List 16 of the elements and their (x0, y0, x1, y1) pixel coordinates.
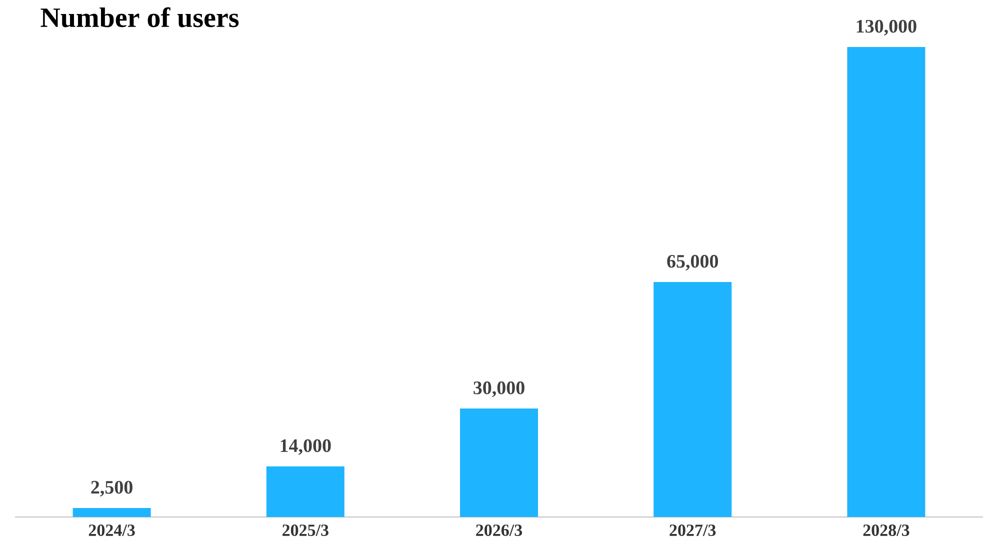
x-tick-label: 2024/3 (88, 524, 135, 536)
data-label: 14,000 (280, 439, 331, 455)
bar (72, 508, 151, 517)
bar (460, 408, 538, 517)
chart-title: Number of users (40, 7, 239, 28)
data-label: 2,500 (91, 480, 132, 496)
x-tick-label: 2026/3 (476, 524, 522, 536)
x-tick-label: 2025/3 (282, 524, 328, 536)
bar (266, 466, 344, 517)
data-label: 130,000 (856, 20, 916, 36)
data-label: 30,000 (474, 381, 524, 398)
data-label: 65,000 (667, 254, 718, 270)
bar (847, 46, 926, 517)
bar (654, 282, 732, 517)
x-tick-label: 2028/3 (863, 524, 910, 536)
x-tick-label: 2027/3 (670, 524, 716, 536)
